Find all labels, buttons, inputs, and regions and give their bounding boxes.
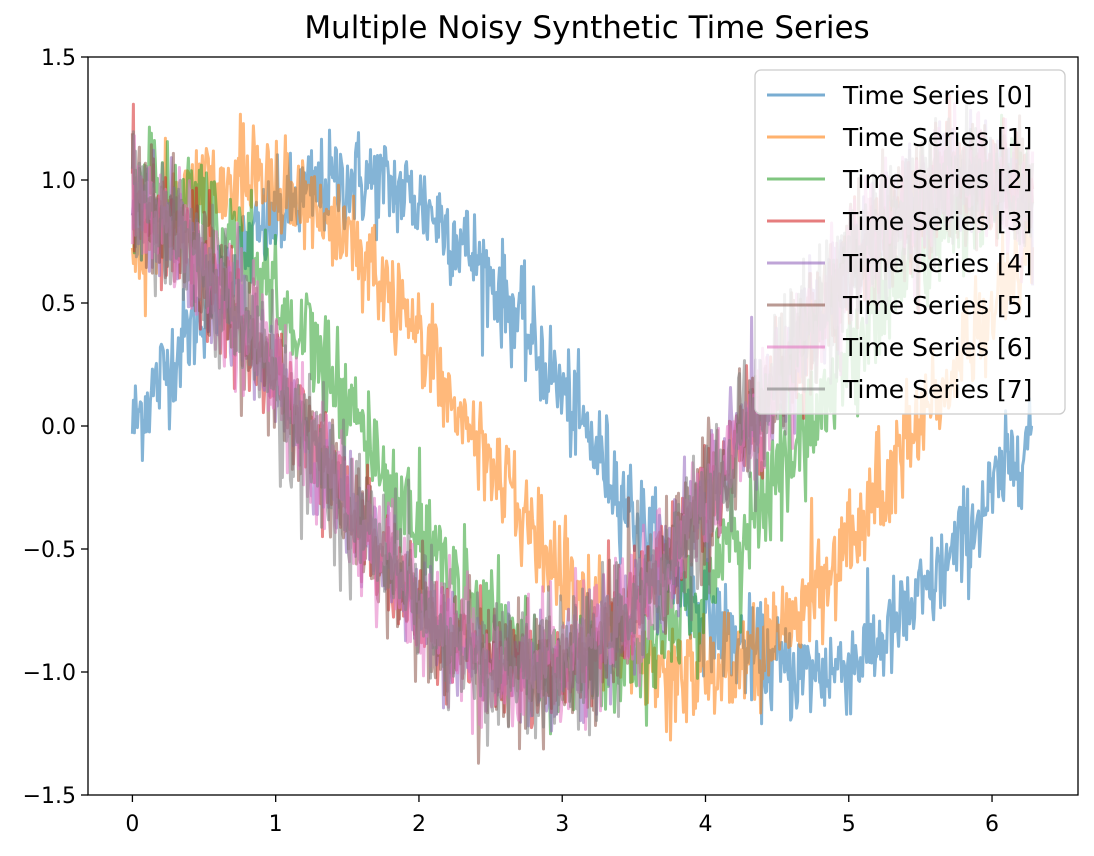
legend-label: Time Series [3]	[842, 207, 1032, 236]
y-tick-label: 1.5	[41, 46, 76, 71]
legend-label: Time Series [4]	[842, 249, 1032, 278]
x-tick-label: 1	[269, 812, 283, 837]
legend-label: Time Series [6]	[842, 333, 1032, 362]
legend-box	[754, 69, 1066, 415]
y-axis: 1.5 1.0 0.5 0.0 −0.5 −1.0 −1.5	[23, 46, 88, 809]
x-tick-label: 4	[698, 812, 712, 837]
y-tick-label: −1.0	[23, 661, 76, 686]
x-tick-label: 2	[412, 812, 426, 837]
chart-title: Multiple Noisy Synthetic Time Series	[304, 10, 869, 46]
x-axis: 0 1 2 3 4 5 6	[125, 795, 999, 837]
y-tick-label: 0.5	[41, 292, 76, 317]
x-tick-label: 3	[555, 812, 569, 837]
legend-label: Time Series [0]	[842, 81, 1032, 110]
legend-label: Time Series [7]	[842, 375, 1032, 404]
y-tick-label: −0.5	[23, 538, 76, 563]
series-line	[130, 112, 1035, 742]
legend-label: Time Series [1]	[842, 123, 1032, 152]
legend-label: Time Series [2]	[842, 165, 1032, 194]
plot-lines	[130, 94, 1035, 765]
x-tick-label: 6	[985, 812, 999, 837]
x-tick-label: 5	[842, 812, 856, 837]
x-tick-label: 0	[125, 812, 139, 837]
y-tick-label: 1.0	[41, 169, 76, 194]
legend-label: Time Series [5]	[842, 291, 1032, 320]
legend: Time Series [0] Time Series [1] Time Serie…	[754, 69, 1066, 415]
y-tick-label: −1.5	[23, 784, 76, 809]
y-tick-label: 0.0	[41, 415, 76, 440]
